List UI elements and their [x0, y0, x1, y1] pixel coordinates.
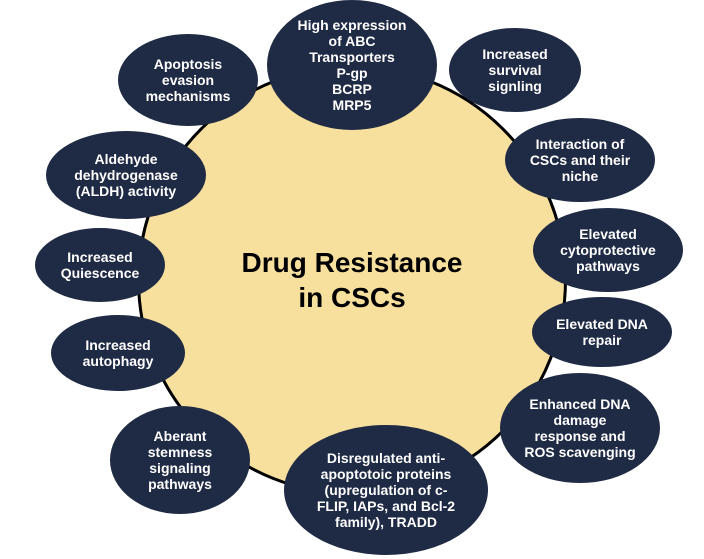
factor-node-label: Increased autophagy — [83, 337, 154, 369]
factor-node: Elevated DNA repair — [532, 297, 672, 367]
factor-node-label: Increased survival signling — [482, 46, 547, 94]
factor-node: Interaction of CSCs and their niche — [505, 118, 655, 202]
factor-node: Aldehyde dehydrogenase (ALDH) activity — [46, 131, 206, 219]
factor-node-label: Aberant stemness signaling pathways — [148, 428, 213, 492]
factor-node-label: Aldehyde dehydrogenase (ALDH) activity — [74, 151, 177, 199]
factor-node-label: Elevated cytoprotective pathways — [560, 226, 656, 274]
factor-node-label: Disregulated anti- apoptotoic proteins (… — [317, 450, 455, 530]
factor-node: Elevated cytoprotective pathways — [533, 208, 683, 292]
factor-node: Enhanced DNA damage response and ROS sca… — [500, 373, 660, 483]
factor-node: Apoptosis evasion mechanisms — [118, 34, 258, 126]
factor-node-label: Apoptosis evasion mechanisms — [146, 56, 231, 104]
factor-node: Increased autophagy — [51, 315, 185, 391]
factor-node-label: Elevated DNA repair — [556, 316, 648, 348]
factor-node: Disregulated anti- apoptotoic proteins (… — [284, 425, 488, 555]
factor-node: Increased survival signling — [449, 28, 581, 112]
center-label: Drug Resistance in CSCs — [242, 245, 463, 315]
factor-node-label: Interaction of CSCs and their niche — [530, 136, 630, 184]
factor-node-label: Increased Quiescence — [61, 249, 140, 281]
diagram-stage: Drug Resistance in CSCs High expression … — [0, 0, 704, 559]
factor-node: Aberant stemness signaling pathways — [110, 406, 250, 514]
factor-node-label: Enhanced DNA damage response and ROS sca… — [524, 396, 635, 460]
factor-node-label: High expression of ABC Transporters P-gp… — [298, 17, 407, 114]
factor-node: Increased Quiescence — [35, 228, 165, 302]
factor-node: High expression of ABC Transporters P-gp… — [267, 0, 437, 130]
